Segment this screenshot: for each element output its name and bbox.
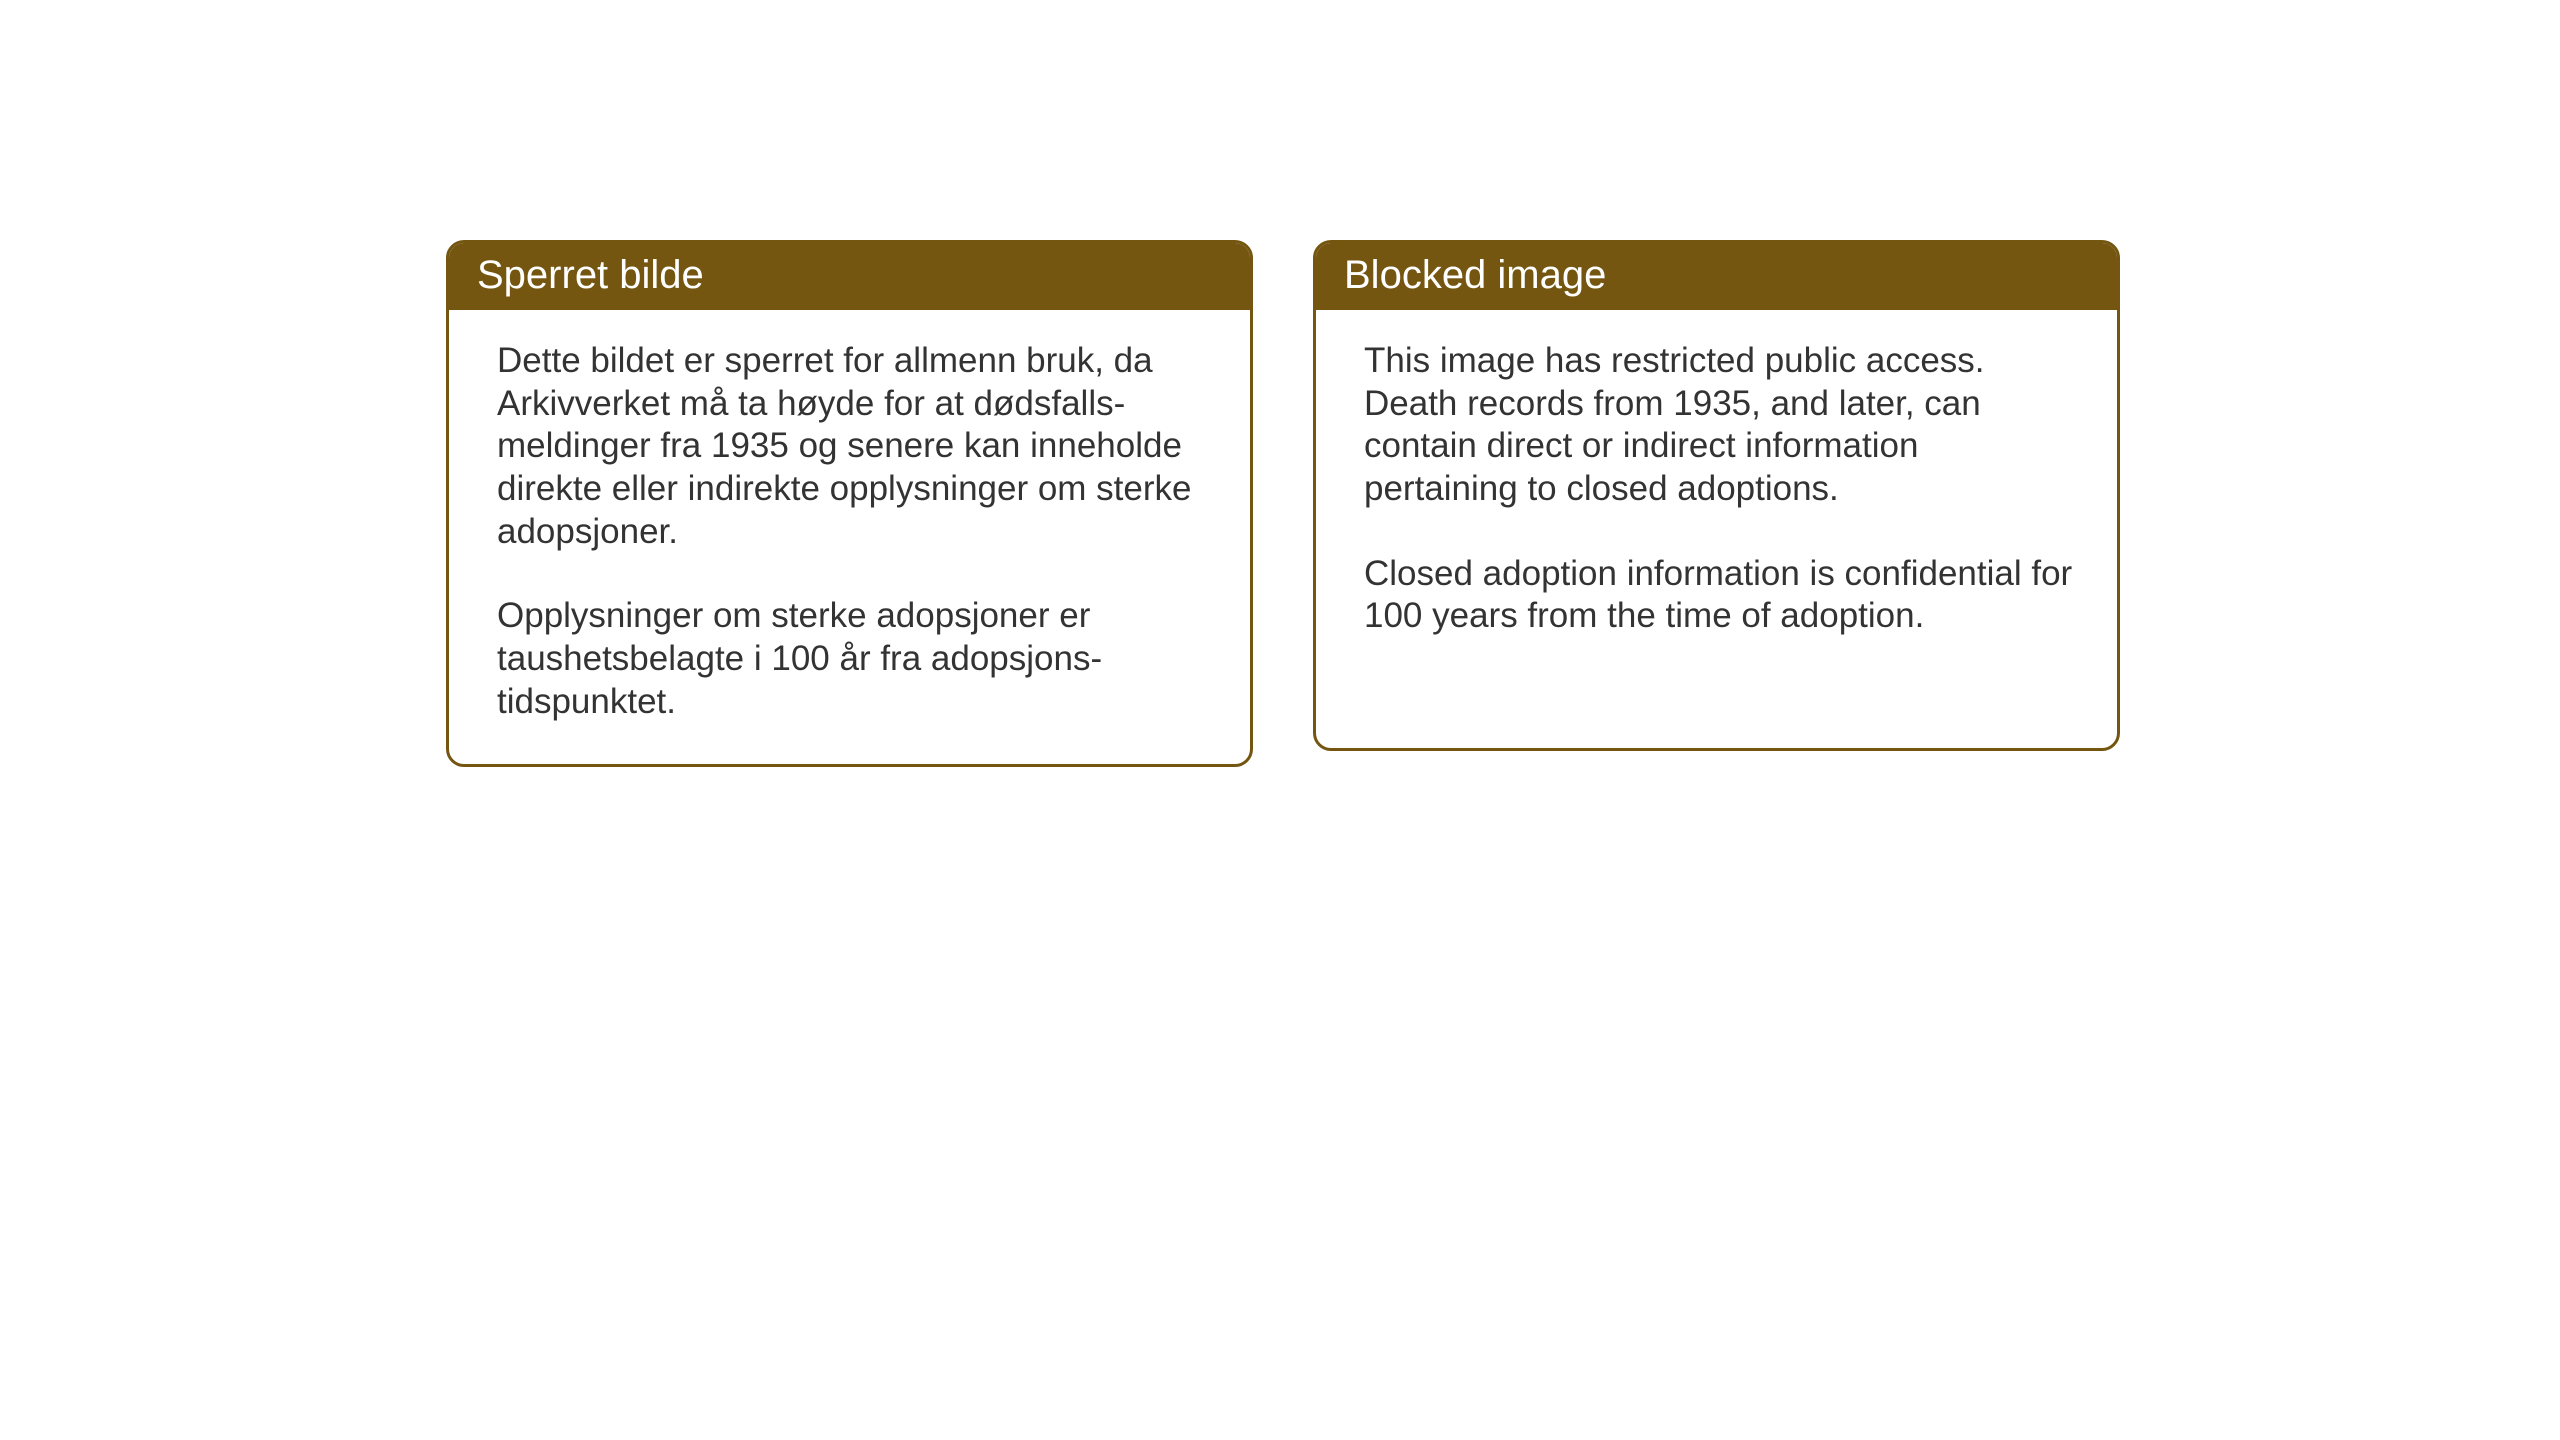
notice-container: Sperret bilde Dette bildet er sperret fo… — [446, 240, 2120, 767]
notice-card-norwegian: Sperret bilde Dette bildet er sperret fo… — [446, 240, 1253, 767]
card-paragraph-1-norwegian: Dette bildet er sperret for allmenn bruk… — [497, 340, 1210, 553]
card-header-norwegian: Sperret bilde — [449, 243, 1250, 310]
card-body-english: This image has restricted public access.… — [1316, 310, 2117, 678]
card-title-english: Blocked image — [1344, 253, 1606, 297]
notice-card-english: Blocked image This image has restricted … — [1313, 240, 2120, 751]
card-body-norwegian: Dette bildet er sperret for allmenn bruk… — [449, 310, 1250, 764]
card-header-english: Blocked image — [1316, 243, 2117, 310]
card-title-norwegian: Sperret bilde — [477, 253, 704, 297]
card-paragraph-1-english: This image has restricted public access.… — [1364, 340, 2077, 511]
card-paragraph-2-english: Closed adoption information is confident… — [1364, 553, 2077, 638]
card-paragraph-2-norwegian: Opplysninger om sterke adopsjoner er tau… — [497, 595, 1210, 723]
